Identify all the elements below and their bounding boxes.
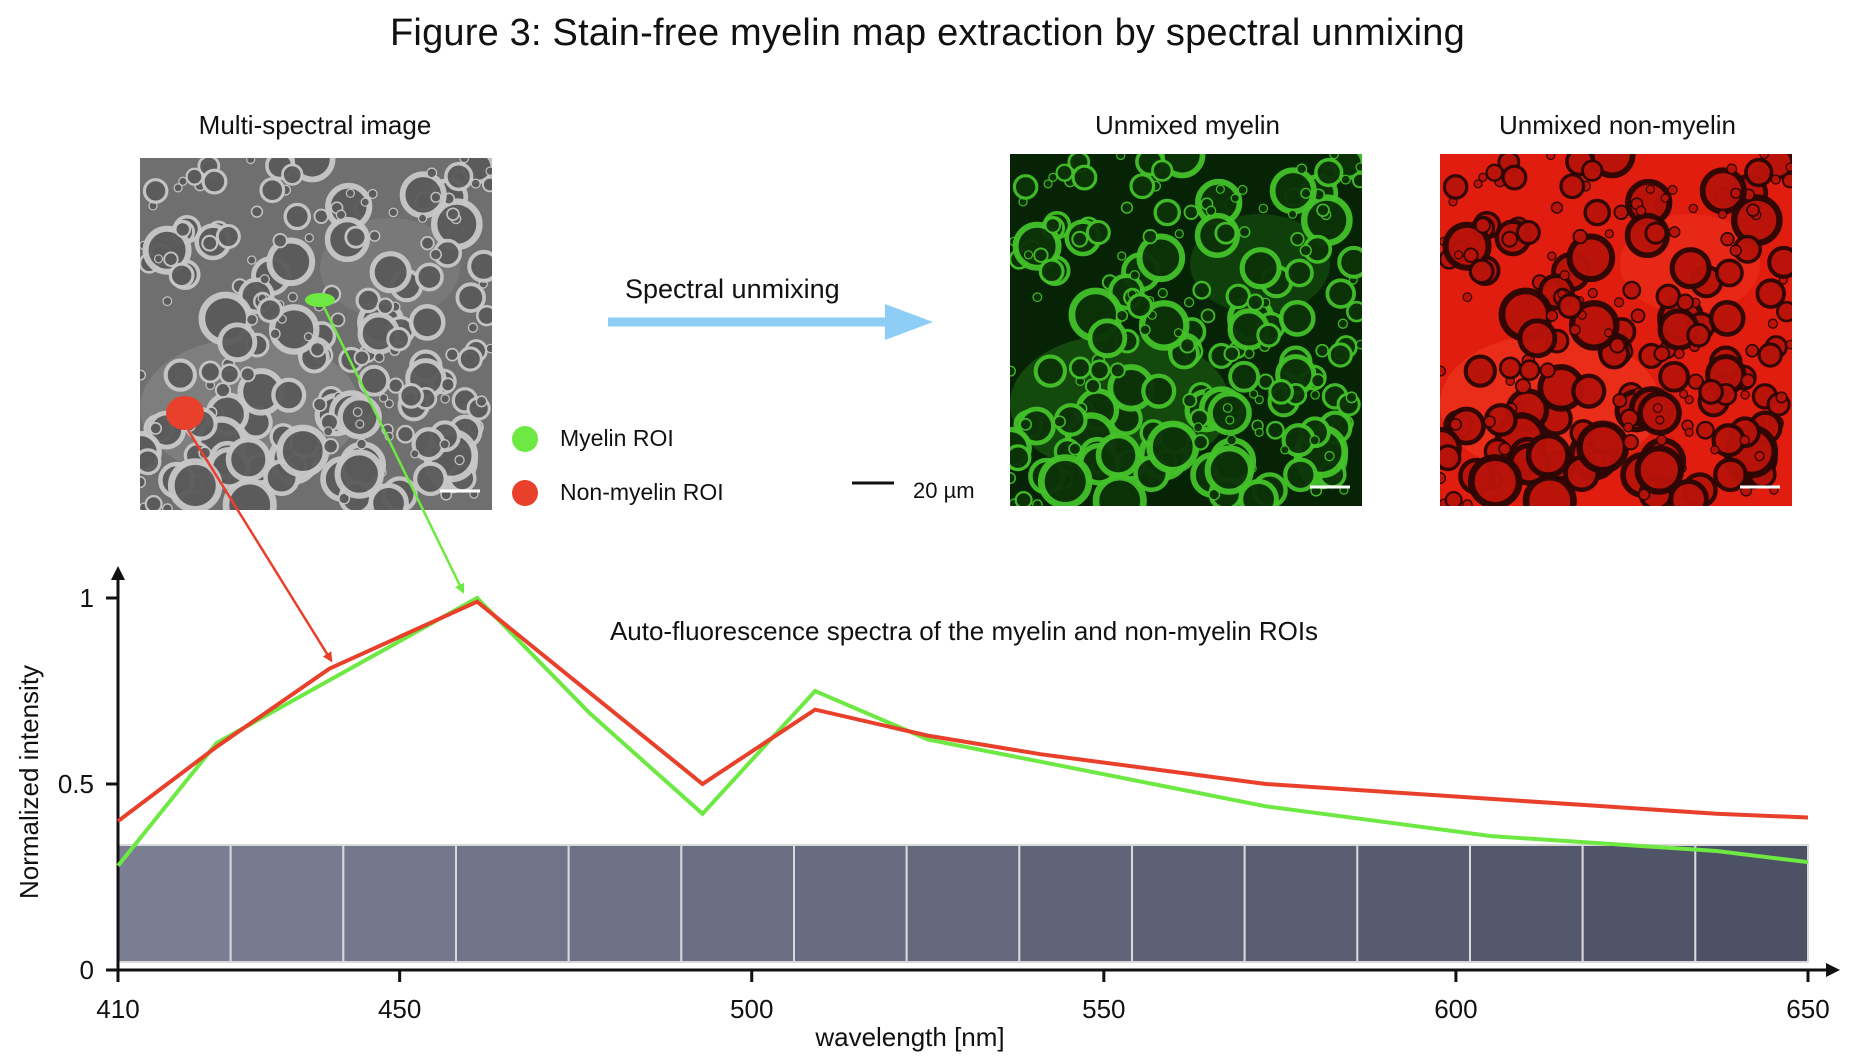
x-tick-label: 650 [1786, 994, 1829, 1024]
y-tick-label: 0.5 [58, 769, 94, 799]
unmixing-arrow-icon [608, 304, 933, 340]
spectral-frame [1243, 844, 1359, 963]
x-tick-label: 500 [730, 994, 773, 1024]
x-tick-label: 600 [1434, 994, 1477, 1024]
series-line-myelin-roi [116, 595, 1809, 868]
scale-bar-label: 20 µm [913, 478, 975, 503]
spectral-frame [1131, 844, 1246, 963]
x-tick-label: 410 [96, 994, 139, 1024]
spectral-frame [1356, 844, 1472, 963]
unmixed-nonmyelin-label: Unmixed non-myelin [1499, 110, 1736, 140]
spectral-frame [229, 844, 345, 963]
legend-myelin: Myelin ROI [512, 425, 674, 452]
spectral-frame [680, 844, 795, 963]
unmixed-myelin-label: Unmixed myelin [1095, 110, 1280, 140]
spectral-frame [117, 844, 232, 963]
unmixed-nonmyelin-image [1440, 154, 1792, 506]
y-tick-label: 1 [80, 583, 94, 613]
multispectral-image-label: Multi-spectral image [198, 110, 432, 140]
multispectral-image [140, 158, 492, 510]
spectral-frame [793, 844, 908, 963]
figure-title: Figure 3: Stain-free myelin map extracti… [390, 12, 1465, 54]
spectral-frame [342, 844, 458, 963]
y-axis-label: Normalized intensity [14, 665, 44, 899]
y-tick-label: 0 [80, 955, 94, 985]
spectral-frame [455, 844, 570, 963]
unmixed-myelin-image [1010, 154, 1362, 506]
chart-title: Auto-fluorescence spectra of the myelin … [610, 616, 1318, 646]
nonmyelin-roi-pointer [186, 429, 333, 663]
myelin-roi-marker [305, 293, 335, 307]
spectral-frame [905, 844, 1021, 963]
x-tick-label: 550 [1082, 994, 1125, 1024]
scale-bar-icon [852, 481, 894, 485]
x-axis-label: wavelength [nm] [814, 1022, 1004, 1052]
spectral-frame [1694, 844, 1810, 963]
myelin-roi-pointer [321, 304, 465, 594]
legend-nonmyelin: Non-myelin ROI [512, 479, 724, 506]
x-tick-label: 450 [378, 994, 421, 1024]
legend-nonmyelin-label: Non-myelin ROI [560, 479, 724, 505]
series-line-non-myelin-roi [116, 599, 1809, 823]
spectral-unmixing-label: Spectral unmixing [625, 274, 840, 304]
myelin-dot-icon [512, 425, 538, 452]
spectral-frame [1018, 844, 1133, 963]
nonmyelin-dot-icon [512, 479, 538, 506]
nonmyelin-roi-marker [166, 396, 204, 430]
spectral-frame [1469, 844, 1584, 963]
spectral-frame [567, 844, 683, 963]
legend-myelin-label: Myelin ROI [560, 425, 674, 451]
spectral-frame [1581, 844, 1697, 963]
